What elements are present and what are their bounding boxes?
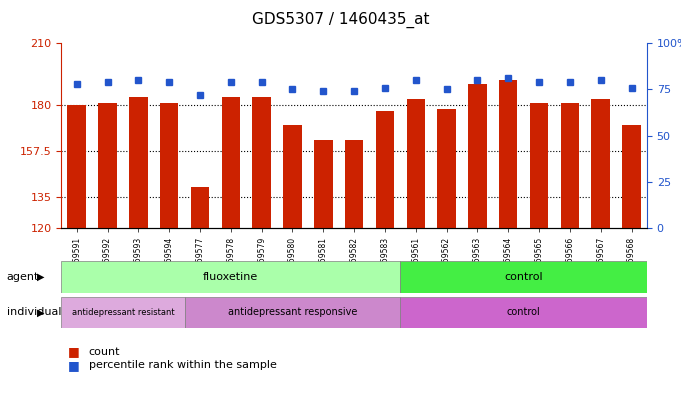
Text: individual: individual (7, 307, 61, 318)
Bar (314, 140, 332, 228)
Text: antidepressant responsive: antidepressant responsive (227, 307, 357, 318)
Bar (283, 125, 302, 228)
Bar (67, 105, 86, 228)
Bar (407, 99, 425, 228)
FancyBboxPatch shape (61, 297, 185, 328)
Text: GDS5307 / 1460435_at: GDS5307 / 1460435_at (252, 12, 429, 28)
Text: percentile rank within the sample: percentile rank within the sample (89, 360, 276, 371)
Bar (468, 84, 487, 228)
Bar (376, 111, 394, 228)
Bar (191, 187, 209, 228)
FancyBboxPatch shape (400, 297, 647, 328)
FancyBboxPatch shape (61, 261, 400, 293)
Bar (499, 80, 518, 228)
Bar (622, 125, 641, 228)
Bar (253, 97, 271, 228)
Text: antidepressant resistant: antidepressant resistant (72, 308, 174, 317)
Bar (345, 140, 364, 228)
Text: ▶: ▶ (37, 272, 45, 282)
Bar (221, 97, 240, 228)
Bar (530, 103, 548, 228)
Text: ▶: ▶ (37, 307, 45, 318)
Text: control: control (505, 272, 543, 282)
Text: fluoxetine: fluoxetine (203, 272, 259, 282)
Text: control: control (507, 307, 541, 318)
FancyBboxPatch shape (400, 261, 647, 293)
Bar (560, 103, 579, 228)
Text: agent: agent (7, 272, 39, 282)
Bar (592, 99, 610, 228)
Bar (98, 103, 116, 228)
FancyBboxPatch shape (185, 297, 400, 328)
Text: ■: ■ (68, 359, 80, 372)
Bar (437, 109, 456, 228)
Bar (129, 97, 148, 228)
Text: count: count (89, 347, 120, 357)
Bar (160, 103, 178, 228)
Text: ■: ■ (68, 345, 80, 358)
